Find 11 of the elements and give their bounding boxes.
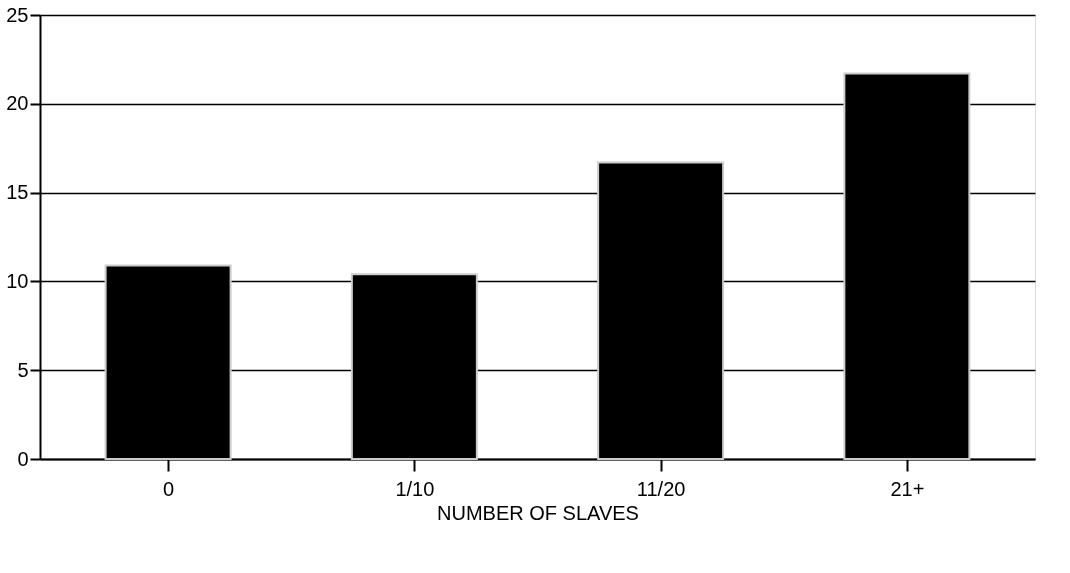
x-axis-title: NUMBER OF SLAVES bbox=[437, 501, 639, 524]
y-tick-label: 15 bbox=[6, 181, 29, 204]
x-tick-label: 21+ bbox=[890, 477, 925, 500]
y-tick-label: 10 bbox=[6, 269, 29, 292]
y-tick-label: 5 bbox=[17, 358, 29, 381]
y-tick-label: 25 bbox=[6, 3, 29, 26]
y-tick-label: 20 bbox=[6, 92, 29, 115]
y-tick-label: 0 bbox=[17, 447, 29, 470]
x-tick-label: 1/10 bbox=[395, 477, 435, 500]
x-tick-label: 0 bbox=[163, 477, 175, 500]
x-tick-label: 11/20 bbox=[636, 477, 686, 500]
